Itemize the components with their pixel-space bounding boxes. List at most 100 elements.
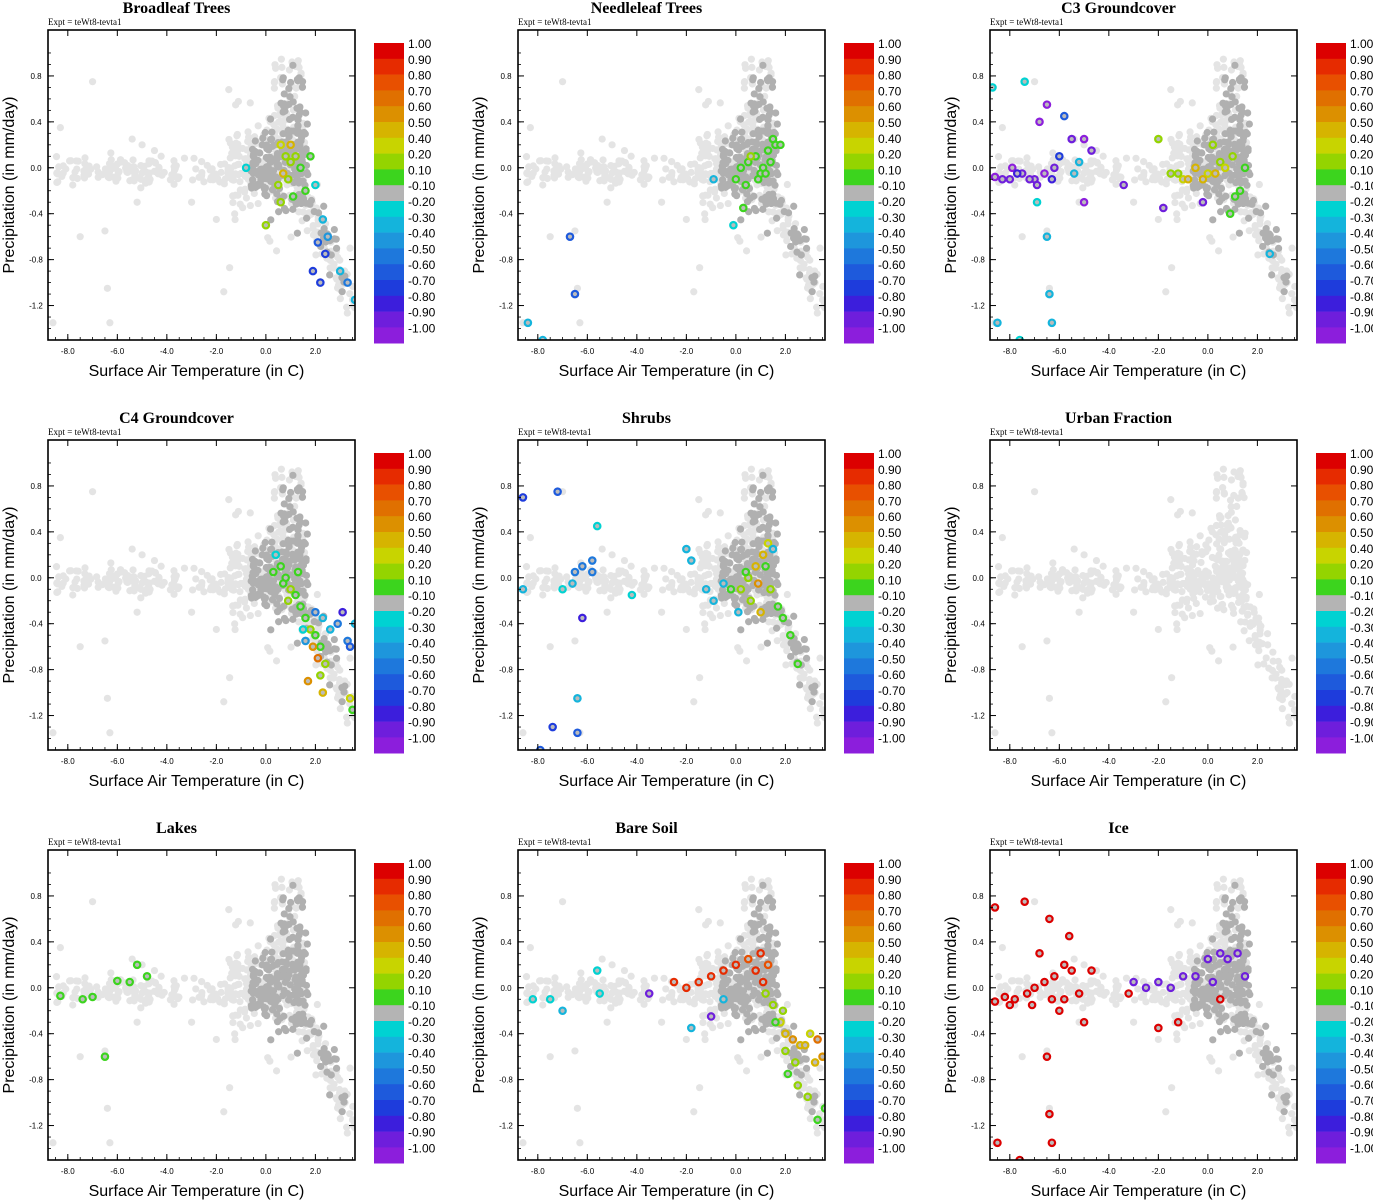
- background-point: [346, 290, 354, 298]
- chart-title: Urban Fraction: [1065, 410, 1172, 427]
- background-point: [773, 637, 781, 645]
- plot-frame: [47, 29, 356, 341]
- neutral-point: [261, 190, 269, 198]
- background-point: [76, 643, 84, 651]
- colored-point: [1007, 163, 1017, 173]
- colorbar-segment: [1316, 137, 1346, 154]
- colored-point: [1173, 169, 1183, 178]
- background-point: [593, 168, 602, 177]
- neutral-point: [771, 591, 779, 599]
- colored-point: [553, 487, 562, 496]
- neutral-point: [284, 131, 293, 140]
- background-point: [784, 216, 792, 224]
- colorbar-segment: [1316, 74, 1346, 91]
- background-point: [236, 200, 244, 208]
- colorbar-label: 0.70: [878, 84, 902, 98]
- colorbar-segment: [374, 563, 404, 580]
- x-tick-label: -8.0: [531, 757, 545, 766]
- background-point: [1011, 181, 1019, 189]
- colored-point: [1040, 169, 1049, 178]
- background-point: [620, 556, 629, 565]
- neutral-point: [773, 624, 781, 632]
- neutral-point: [268, 128, 276, 136]
- background-point: [105, 174, 113, 182]
- background-point: [670, 588, 678, 596]
- colored-point: [1032, 180, 1042, 190]
- neutral-point: [1235, 75, 1244, 84]
- neutral-point: [767, 170, 775, 178]
- background-point: [1188, 201, 1196, 210]
- colored-point: [268, 567, 278, 577]
- background-point: [1184, 194, 1193, 202]
- neutral-point: [755, 115, 764, 124]
- colorbar-label: 0.50: [878, 116, 902, 130]
- neutral-point: [729, 134, 737, 142]
- colorbar-label: -0.70: [1350, 274, 1373, 288]
- neutral-point: [765, 177, 773, 186]
- neutral-point: [736, 115, 745, 123]
- background-point: [1236, 57, 1244, 65]
- colorbar-label: 0.90: [408, 53, 432, 67]
- neutral-point: [749, 518, 757, 526]
- background-point: [747, 465, 755, 473]
- neutral-point: [1196, 156, 1204, 164]
- background-point: [1112, 157, 1120, 165]
- background-point: [106, 729, 114, 737]
- y-tick-label: 0.4: [30, 528, 42, 537]
- background-point: [678, 165, 686, 173]
- background-point: [142, 179, 150, 187]
- colored-point: [753, 579, 763, 588]
- colorbar-label: 0.70: [878, 494, 902, 508]
- background-point: [702, 511, 710, 519]
- x-tick-label: -4.0: [160, 347, 174, 356]
- colored-point: [308, 642, 318, 651]
- background-point: [747, 55, 755, 63]
- background-point: [1027, 572, 1035, 580]
- neutral-point: [285, 115, 294, 124]
- x-tick-label: -8.0: [61, 347, 75, 356]
- neutral-point: [326, 681, 334, 689]
- colored-point: [746, 596, 756, 606]
- neutral-point: [729, 544, 737, 552]
- background-point: [105, 578, 114, 586]
- background-point: [701, 572, 709, 580]
- background-point: [54, 588, 62, 596]
- neutral-point: [749, 108, 757, 116]
- background-point: [657, 198, 666, 206]
- expt-label: Expt = teWt8-tevta1: [990, 427, 1064, 437]
- neutral-point: [248, 168, 256, 176]
- background-point: [116, 156, 125, 164]
- background-point: [346, 654, 354, 662]
- colorbar-label: -0.80: [878, 290, 906, 304]
- background-point: [1117, 583, 1125, 591]
- background-point: [231, 625, 239, 634]
- neutral-point: [267, 626, 275, 634]
- neutral-point: [756, 93, 764, 101]
- background-point: [811, 267, 819, 275]
- background-point: [679, 176, 687, 184]
- colorbar-segment: [374, 595, 404, 612]
- background-point: [254, 609, 262, 618]
- x-tick-label: -2.0: [209, 757, 223, 766]
- neutral-point: [263, 141, 271, 149]
- colorbar-segment: [844, 185, 874, 202]
- colorbar-segment: [374, 137, 404, 154]
- background-point: [608, 141, 616, 149]
- neutral-point: [302, 109, 310, 117]
- background-point: [1102, 578, 1110, 587]
- plot-frame: [989, 29, 1298, 341]
- background-point: [85, 162, 93, 170]
- colored-point: [1119, 180, 1128, 190]
- colorbar-label: -0.30: [878, 621, 906, 635]
- background-point: [1084, 168, 1093, 176]
- background-point: [246, 99, 254, 107]
- background-point: [813, 309, 821, 317]
- background-point: [278, 63, 286, 71]
- background-point: [1168, 674, 1176, 682]
- neutral-point: [768, 493, 777, 501]
- neutral-point: [759, 615, 767, 623]
- neutral-point: [1281, 275, 1289, 283]
- background-point: [1131, 586, 1139, 594]
- colored-point: [1215, 157, 1225, 167]
- colorbar-label: -0.60: [408, 668, 436, 682]
